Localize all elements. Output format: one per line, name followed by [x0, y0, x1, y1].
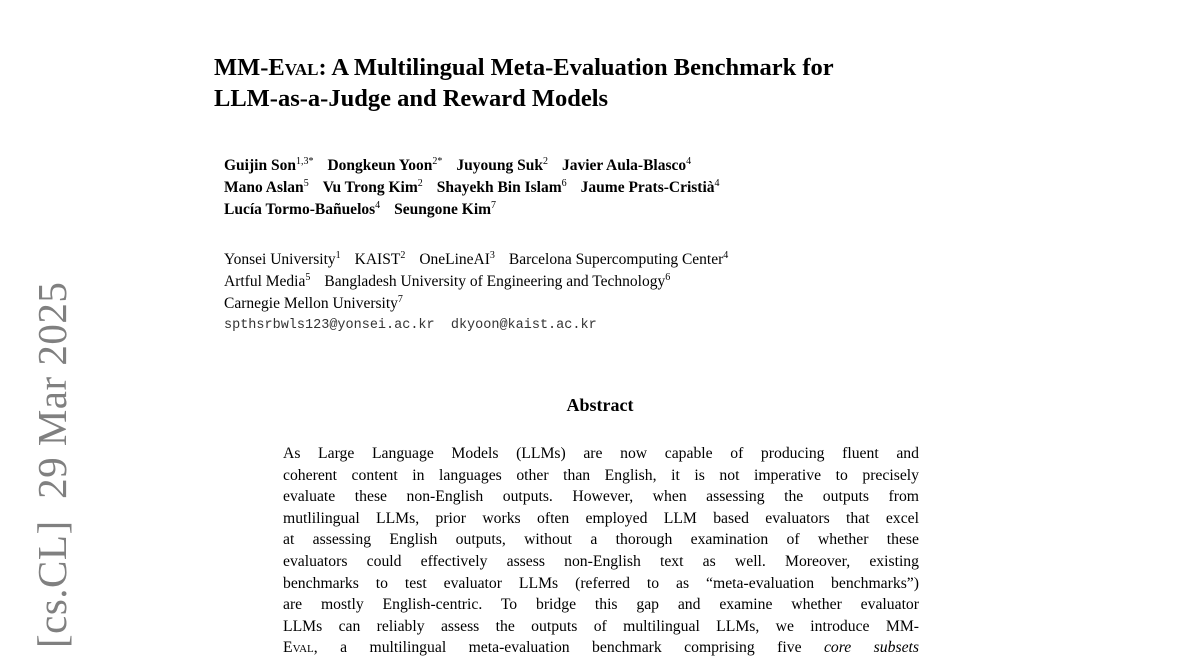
author-name: Mano Aslan: [224, 179, 304, 196]
arxiv-stamp: [cs.CL] 29 Mar 2025: [29, 281, 75, 648]
affiliation-superscript: 6: [665, 272, 671, 283]
author-superscript: 6: [561, 178, 567, 189]
affiliation-superscript: 7: [397, 294, 403, 305]
abstract-line: As Large Language Models (LLMs) are now …: [283, 445, 919, 462]
author-name: Seungone Kim: [394, 201, 492, 218]
author-row: Lucía Tormo-Bañuelos4 Seungone Kim7: [224, 199, 720, 221]
affiliation-name: KAIST: [354, 251, 401, 268]
abstract-heading: Abstract: [566, 395, 634, 415]
affiliation-superscript: 1: [335, 250, 341, 261]
abstract-line: benchmarks to test evaluator LLMs (refer…: [283, 574, 919, 592]
author-superscript: 4: [714, 178, 720, 189]
affiliation-superscript: 2: [400, 250, 406, 261]
email-row: spthsrbwls123@yonsei.ac.kr dkyoon@kaist.…: [224, 315, 728, 337]
affiliation-row: Yonsei University1 KAIST2 OneLineAI3 Barcel…: [224, 249, 728, 271]
title-rest: : A Multilingual Meta-Evaluation Benchma…: [318, 54, 834, 81]
affiliations: Yonsei University1 KAIST2 OneLineAI3 Barcel…: [224, 249, 728, 337]
abstract-line: evaluators could effectively assess non-…: [283, 552, 919, 570]
abstract-line: Eval, a multilingual meta-evaluation ben…: [283, 637, 919, 659]
title-line2: LLM-as-a-Judge and Reward Models: [214, 85, 609, 112]
abstract-line: are mostly English-centric. To bridge th…: [283, 596, 919, 614]
affiliation-superscript: 5: [305, 272, 311, 283]
affiliation-superscript: 3: [489, 250, 495, 261]
author-name: Lucía Tormo-Bañuelos: [224, 201, 376, 218]
affiliation-name: Yonsei University: [224, 251, 336, 268]
affiliation-name: Carnegie Mellon University: [224, 295, 398, 312]
author-name: Juyoung Suk: [456, 157, 543, 174]
title-smallcaps: Eval: [268, 54, 319, 81]
affiliation-row: Artful Media5 Bangladesh University of En…: [224, 271, 728, 293]
author-superscript: 5: [303, 178, 309, 189]
author-superscript: 1,3*: [295, 156, 314, 167]
affiliation-name: OneLineAI: [419, 251, 490, 268]
author-name: Guijin Son: [224, 157, 296, 174]
author-row: Mano Aslan5 Vu Trong Kim2 Shayekh Bin Isla…: [224, 177, 720, 199]
affiliation-name: Barcelona Supercomputing Center: [508, 251, 724, 268]
author-superscript: 2*: [432, 156, 443, 167]
paper-title: MM-Eval: A Multilingual Meta-Evaluation …: [214, 52, 994, 114]
author-row: Guijin Son1,3* Dongkeun Yoon2* Juyoung Suk…: [224, 155, 720, 177]
abstract-line: LLMs can reliably assess the outputs of …: [283, 617, 919, 635]
affiliation-name: Artful Media: [224, 273, 306, 290]
author-list: Guijin Son1,3* Dongkeun Yoon2* Juyoung Suk…: [224, 155, 720, 221]
author-superscript: 2: [543, 156, 548, 167]
title-prefix: MM-: [214, 54, 269, 81]
abstract-line: mutlilingual LLMs, prior works often emp…: [283, 509, 919, 527]
abstract-line: at assessing English outputs, without a …: [283, 531, 919, 549]
abstract-body: As Large Language Models (LLMs) are now …: [283, 443, 919, 659]
abstract-line: coherent content in languages other than…: [283, 466, 919, 484]
author-superscript: 4: [375, 200, 381, 211]
abstract-line: evaluate these non-English outputs. Howe…: [283, 488, 919, 506]
affiliation-name: Bangladesh University of Engineering and…: [324, 273, 666, 290]
author-name: Dongkeun Yoon: [327, 157, 433, 174]
author-superscript: 7: [491, 200, 497, 211]
email-address: dkyoon@kaist.ac.kr: [450, 318, 597, 333]
author-superscript: 2: [417, 178, 423, 189]
author-name: Vu Trong Kim: [322, 179, 418, 196]
affiliation-superscript: 4: [723, 250, 729, 261]
affiliation-row: Carnegie Mellon University7: [224, 293, 728, 315]
email-address: spthsrbwls123@yonsei.ac.kr: [224, 318, 435, 333]
author-name: Javier Aula-Blasco: [562, 157, 687, 174]
author-name: Jaume Prats-Cristià: [580, 179, 715, 196]
author-name: Shayekh Bin Islam: [436, 179, 562, 196]
author-superscript: 4: [686, 156, 692, 167]
